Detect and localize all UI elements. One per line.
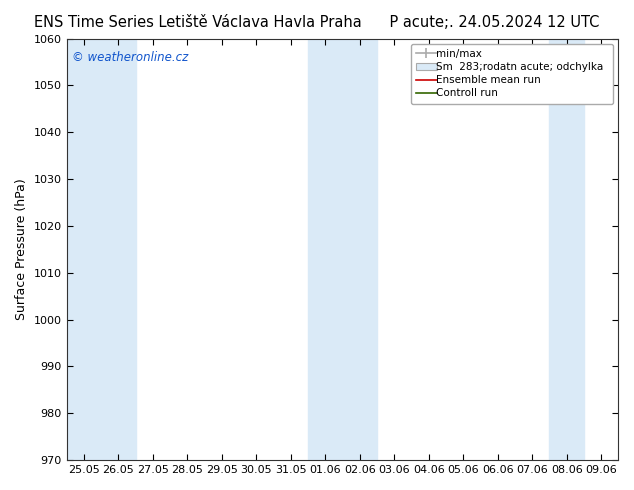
- Text: ENS Time Series Letiště Václava Havla Praha      P acute;. 24.05.2024 12 UTC: ENS Time Series Letiště Václava Havla Pr…: [34, 15, 600, 30]
- Bar: [308, 39, 377, 460]
- Bar: [67, 39, 136, 460]
- Bar: [550, 39, 584, 460]
- Y-axis label: Surface Pressure (hPa): Surface Pressure (hPa): [15, 178, 28, 320]
- Legend: min/max, Sm  283;rodatn acute; odchylka, Ensemble mean run, Controll run: min/max, Sm 283;rodatn acute; odchylka, …: [411, 44, 613, 103]
- Text: © weatheronline.cz: © weatheronline.cz: [72, 51, 188, 64]
